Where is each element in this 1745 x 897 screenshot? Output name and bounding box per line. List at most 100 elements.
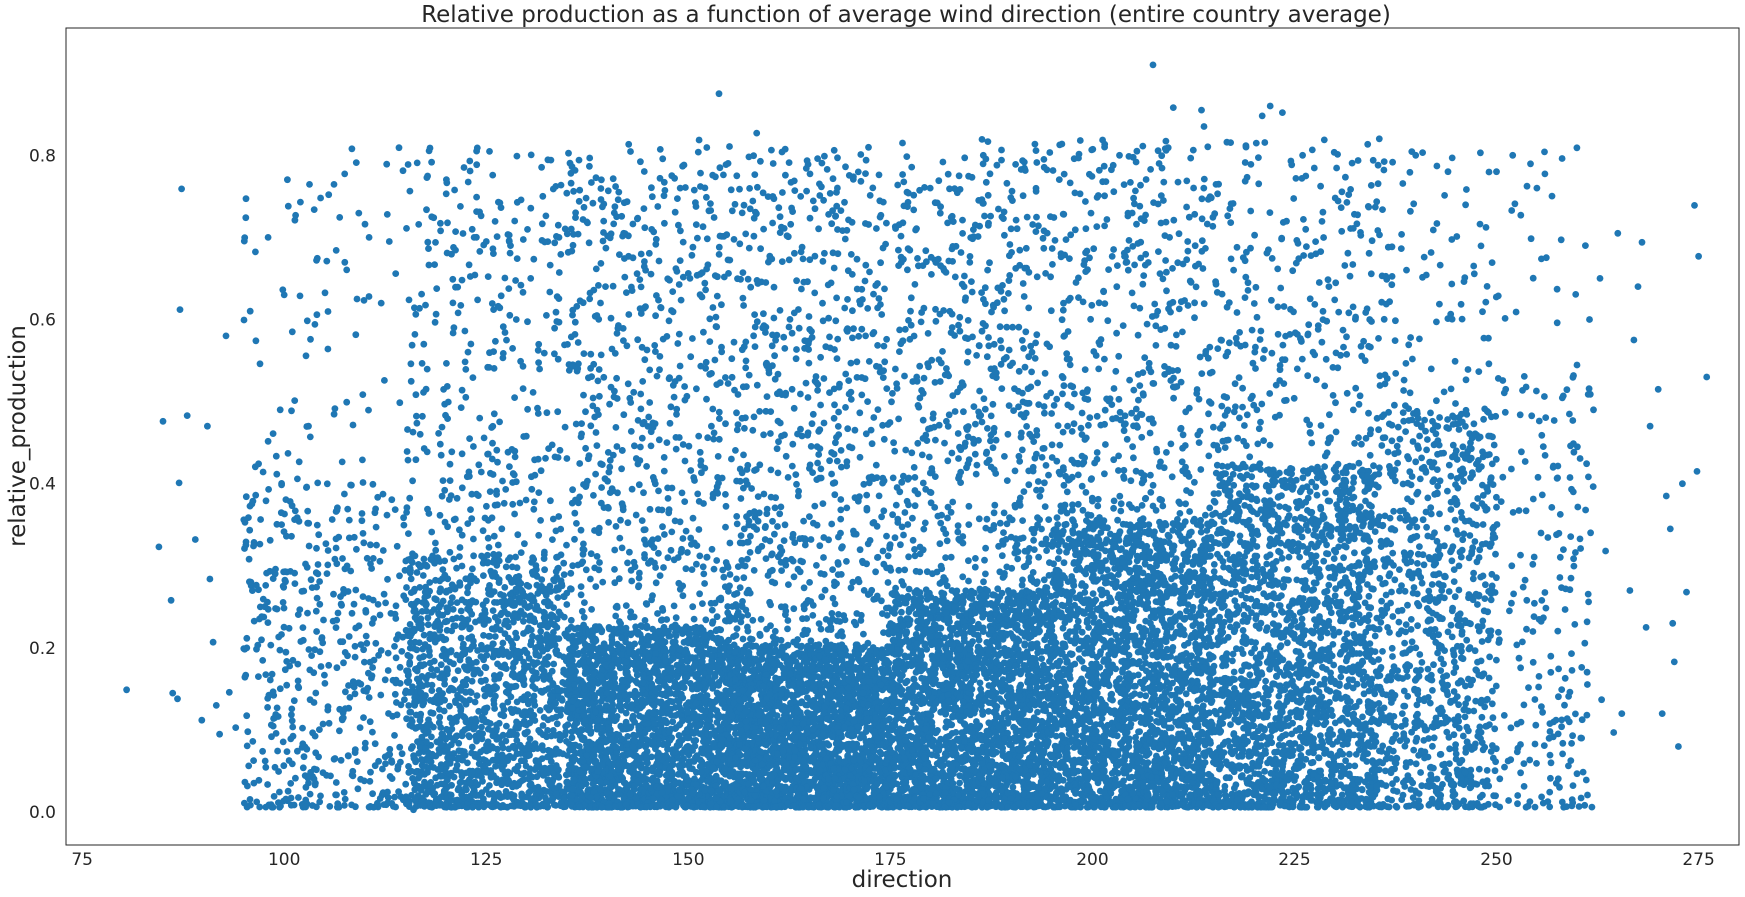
- data-point: [252, 491, 260, 499]
- data-point: [568, 792, 576, 799]
- data-point: [416, 304, 423, 312]
- data-point: [249, 587, 256, 594]
- data-point: [531, 685, 539, 692]
- data-point: [480, 572, 487, 579]
- data-point: [470, 552, 477, 560]
- data-point: [663, 778, 670, 786]
- data-point: [401, 566, 409, 574]
- data-point: [351, 746, 359, 753]
- data-point: [438, 741, 446, 749]
- data-point: [510, 659, 517, 667]
- data-point: [379, 765, 386, 773]
- data-point: [448, 448, 456, 456]
- data-point: [602, 749, 610, 756]
- data-point: [595, 524, 603, 532]
- data-point: [661, 701, 669, 709]
- data-point: [294, 660, 302, 668]
- data-point: [560, 559, 568, 567]
- data-point: [459, 678, 467, 686]
- data-point: [557, 251, 565, 258]
- data-point: [264, 619, 272, 626]
- data-point: [451, 676, 458, 683]
- data-point: [393, 542, 401, 550]
- data-point: [405, 769, 413, 776]
- data-point: [347, 481, 354, 489]
- data-point: [307, 769, 314, 776]
- data-point: [451, 186, 458, 194]
- data-point: [695, 136, 703, 144]
- data-point: [359, 456, 366, 464]
- data-point: [391, 610, 399, 618]
- data-point: [466, 472, 473, 480]
- data-point: [260, 613, 268, 621]
- data-point: [412, 698, 420, 706]
- data-point: [441, 486, 449, 494]
- data-point: [697, 169, 704, 177]
- data-point: [604, 654, 612, 661]
- data-point: [345, 534, 353, 542]
- data-point: [437, 661, 445, 669]
- data-point: [703, 193, 710, 201]
- data-point: [393, 699, 400, 706]
- data-point: [313, 628, 320, 635]
- data-point: [534, 590, 542, 597]
- data-point: [324, 308, 332, 315]
- data-point: [641, 356, 649, 364]
- data-point: [648, 184, 655, 192]
- data-point: [527, 204, 535, 212]
- plot-area: [65, 27, 1740, 846]
- data-point: [521, 720, 529, 728]
- data-point: [252, 248, 259, 256]
- data-point: [485, 544, 493, 551]
- data-point: [584, 455, 592, 463]
- data-point: [616, 534, 624, 542]
- data-point: [472, 792, 480, 799]
- data-point: [537, 467, 545, 475]
- data-point: [638, 434, 646, 442]
- data-point: [377, 691, 385, 699]
- data-point: [702, 286, 709, 294]
- data-point: [504, 698, 512, 706]
- data-point: [457, 302, 465, 309]
- data-point: [359, 530, 367, 537]
- data-point: [700, 570, 708, 578]
- data-point: [565, 740, 573, 748]
- data-point: [291, 569, 298, 577]
- data-point: [517, 580, 525, 587]
- data-point: [396, 572, 403, 580]
- data-point: [553, 764, 561, 772]
- data-point: [624, 559, 631, 567]
- data-point: [287, 780, 295, 787]
- data-point: [482, 786, 490, 793]
- data-point: [310, 699, 318, 706]
- data-point: [407, 589, 415, 596]
- data-point: [696, 552, 704, 560]
- data-point: [382, 760, 389, 768]
- data-point: [672, 690, 679, 698]
- data-point: [366, 777, 374, 785]
- data-point: [311, 646, 319, 654]
- data-point: [361, 658, 368, 666]
- data-point: [548, 795, 556, 802]
- data-point: [690, 474, 698, 481]
- data-point: [549, 185, 557, 193]
- data-point: [256, 803, 264, 811]
- data-point: [482, 718, 489, 726]
- data-point: [456, 544, 464, 551]
- data-point: [571, 755, 578, 763]
- data-point: [633, 270, 641, 278]
- data-point: [486, 590, 494, 598]
- data-point: [278, 481, 285, 489]
- data-point: [521, 646, 528, 654]
- data-point: [540, 555, 548, 562]
- data-point: [462, 393, 470, 401]
- data-point: [618, 465, 625, 473]
- data-point: [669, 308, 677, 316]
- data-point: [591, 564, 599, 572]
- data-point: [636, 276, 644, 283]
- data-point: [538, 220, 546, 228]
- data-point: [444, 667, 451, 674]
- data-point: [304, 507, 312, 515]
- data-point: [304, 519, 312, 527]
